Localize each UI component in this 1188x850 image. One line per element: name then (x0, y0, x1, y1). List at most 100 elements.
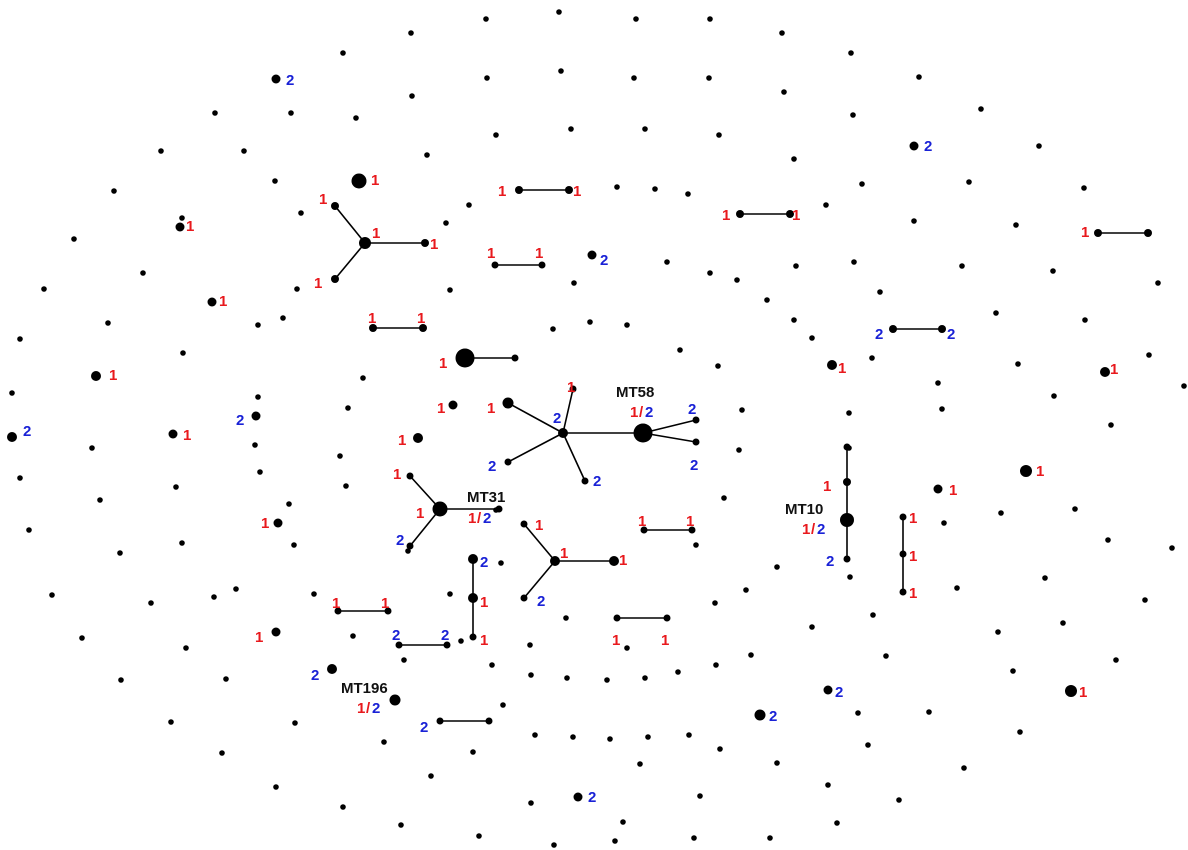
network-node (692, 416, 700, 424)
isolate-node (642, 675, 648, 681)
type-1-label: 1 (1081, 224, 1089, 241)
type-2-label: 2 (645, 404, 653, 421)
network-node (843, 555, 851, 563)
mixed-type-label-mt58: 1 / 2 (630, 404, 653, 421)
isolate-node (664, 259, 670, 265)
type-1-label: 1 (612, 632, 620, 649)
type-1-label: 1 (183, 427, 191, 444)
isolate-node (484, 75, 490, 81)
network-edge (507, 432, 564, 463)
isolate-node (877, 289, 883, 295)
network-node (840, 513, 854, 527)
isolate-node (834, 820, 840, 826)
type-1-label: 1 (439, 355, 447, 372)
isolate-node (111, 188, 117, 194)
isolate-node (551, 842, 557, 848)
type-1-label: 1 (480, 632, 488, 649)
isolate-node (652, 186, 658, 192)
network-node (692, 438, 700, 446)
isolate-node (500, 702, 506, 708)
isolate-node (9, 390, 15, 396)
network-node (1144, 229, 1152, 237)
slash-label: / (811, 521, 816, 538)
type-2-label: 2 (441, 627, 449, 644)
isolate-node (311, 591, 317, 597)
type-1-label: 1 (371, 172, 379, 189)
network-node (432, 501, 448, 517)
isolate-node (883, 653, 889, 659)
type-1-label: 1 (619, 552, 627, 569)
slash-label: / (477, 510, 482, 527)
nodes-layer (7, 9, 1187, 848)
network-node (613, 614, 621, 622)
type-2-label: 2 (688, 401, 696, 418)
network-node (688, 526, 696, 534)
network-node (889, 325, 897, 333)
type-1-label: 1 (686, 513, 694, 530)
network-node (469, 633, 477, 641)
isolate-node (288, 110, 294, 116)
type-1-label: 1 (398, 432, 406, 449)
network-node (663, 614, 671, 622)
isolate-node (447, 591, 453, 597)
type-1-label: 1 (722, 207, 730, 224)
isolate-node (173, 484, 179, 490)
type-1-label: 1 (487, 245, 495, 262)
isolate-node (926, 709, 932, 715)
network-node (633, 423, 653, 443)
network-edge (523, 560, 556, 599)
network-node (327, 664, 337, 674)
isolate-node (916, 74, 922, 80)
isolate-node (241, 148, 247, 154)
isolate-node (911, 218, 917, 224)
network-node (565, 186, 573, 194)
isolate-node (158, 148, 164, 154)
type-2-label: 2 (483, 510, 491, 527)
isolate-node (532, 732, 538, 738)
isolate-node (343, 483, 349, 489)
isolate-node (1042, 575, 1048, 581)
network-edge (334, 242, 366, 280)
isolate-node (257, 469, 263, 475)
isolate-node (739, 407, 745, 413)
isolate-node (809, 624, 815, 630)
type-2-label: 2 (396, 532, 404, 549)
type-1-label: 1 (802, 521, 810, 538)
network-node (413, 433, 423, 443)
type-1-label: 1 (480, 594, 488, 611)
type-2-label: 2 (392, 627, 400, 644)
type-1-label: 1 (823, 478, 831, 495)
type-1-label: 1 (573, 183, 581, 200)
type-1-label: 1 (661, 632, 669, 649)
isolate-node (642, 126, 648, 132)
network-node (91, 371, 101, 381)
isolate-node (401, 657, 407, 663)
isolate-node (26, 527, 32, 533)
isolate-node (870, 612, 876, 618)
isolate-node (995, 629, 1001, 635)
isolate-node (1051, 393, 1057, 399)
isolate-node (180, 350, 186, 356)
strain-label-mt10: MT10 (785, 501, 823, 518)
isolate-node (855, 710, 861, 716)
type-1-label: 1 (487, 400, 495, 417)
type-1-label: 1 (468, 510, 476, 527)
isolate-node (612, 838, 618, 844)
network-node (938, 325, 946, 333)
isolate-node (721, 495, 727, 501)
isolate-node (117, 550, 123, 556)
isolate-node (489, 662, 495, 668)
network-node (843, 443, 851, 451)
isolate-node (408, 30, 414, 36)
isolate-node (563, 615, 569, 621)
isolate-node (556, 9, 562, 15)
isolate-node (183, 645, 189, 651)
isolate-node (847, 574, 853, 580)
slash-label: / (366, 700, 371, 717)
type-1-label: 1 (535, 245, 543, 262)
type-1-label: 1 (792, 207, 800, 224)
isolate-node (941, 520, 947, 526)
isolate-node (292, 720, 298, 726)
isolate-node (381, 739, 387, 745)
